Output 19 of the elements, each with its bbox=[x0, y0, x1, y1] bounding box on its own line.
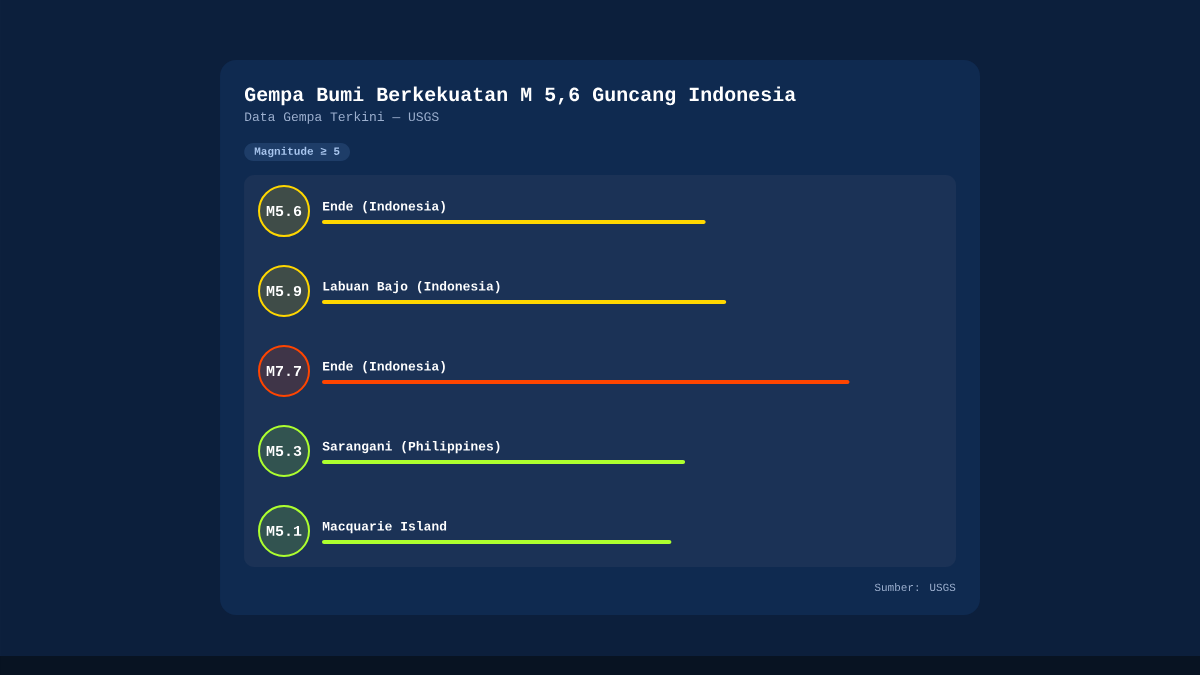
data-label: M5.6 bbox=[266, 205, 302, 217]
y-tick-label: Macquarie Island bbox=[322, 521, 447, 534]
bar bbox=[322, 379, 850, 384]
bar bbox=[322, 539, 672, 544]
chart-subtitle: Data Gempa Terkini — USGS bbox=[245, 111, 439, 124]
data-label: M5.1 bbox=[266, 525, 302, 536]
chart-title: Gempa Bumi Berkekuatan M 5,6 Guncang Indonesia bbox=[244, 86, 796, 106]
text: Magnitude ≥ 5 bbox=[254, 146, 340, 158]
y-tick-label: Ende (Indonesia) bbox=[323, 201, 445, 214]
y-tick-label: Labuan Bajo (Indonesia) bbox=[323, 281, 500, 294]
data-label: M5.3 bbox=[266, 445, 302, 457]
data-label: M5.9 bbox=[266, 285, 302, 297]
data-label: M7.7 bbox=[266, 366, 302, 376]
bar bbox=[322, 299, 727, 304]
y-tick-label: Sarangani (Philippines) bbox=[322, 441, 500, 454]
text: Sumber: USGS bbox=[874, 583, 956, 592]
bar bbox=[322, 219, 706, 224]
bar bbox=[322, 459, 686, 464]
y-tick-label: Ende (Indonesia) bbox=[323, 361, 445, 374]
